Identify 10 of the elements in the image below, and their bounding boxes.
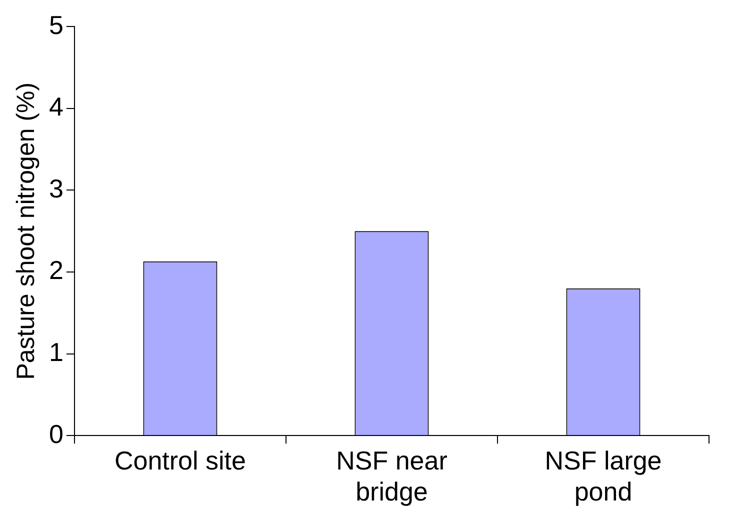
- x-tick-label: Control site: [114, 445, 246, 476]
- x-tick-label: NSF large pond: [544, 445, 662, 507]
- y-tick-label: 4: [48, 92, 64, 122]
- y-tick-label: 3: [48, 173, 64, 204]
- y-tick-label: 1: [48, 336, 64, 367]
- y-tick-label: 2: [48, 255, 64, 286]
- y-tick-label: 0: [48, 418, 64, 449]
- y-tick-label: 5: [48, 10, 64, 40]
- x-tick-label: NSF near bridge: [336, 445, 448, 507]
- y-axis-title: Pasture shoot nitrogen (%): [12, 82, 40, 380]
